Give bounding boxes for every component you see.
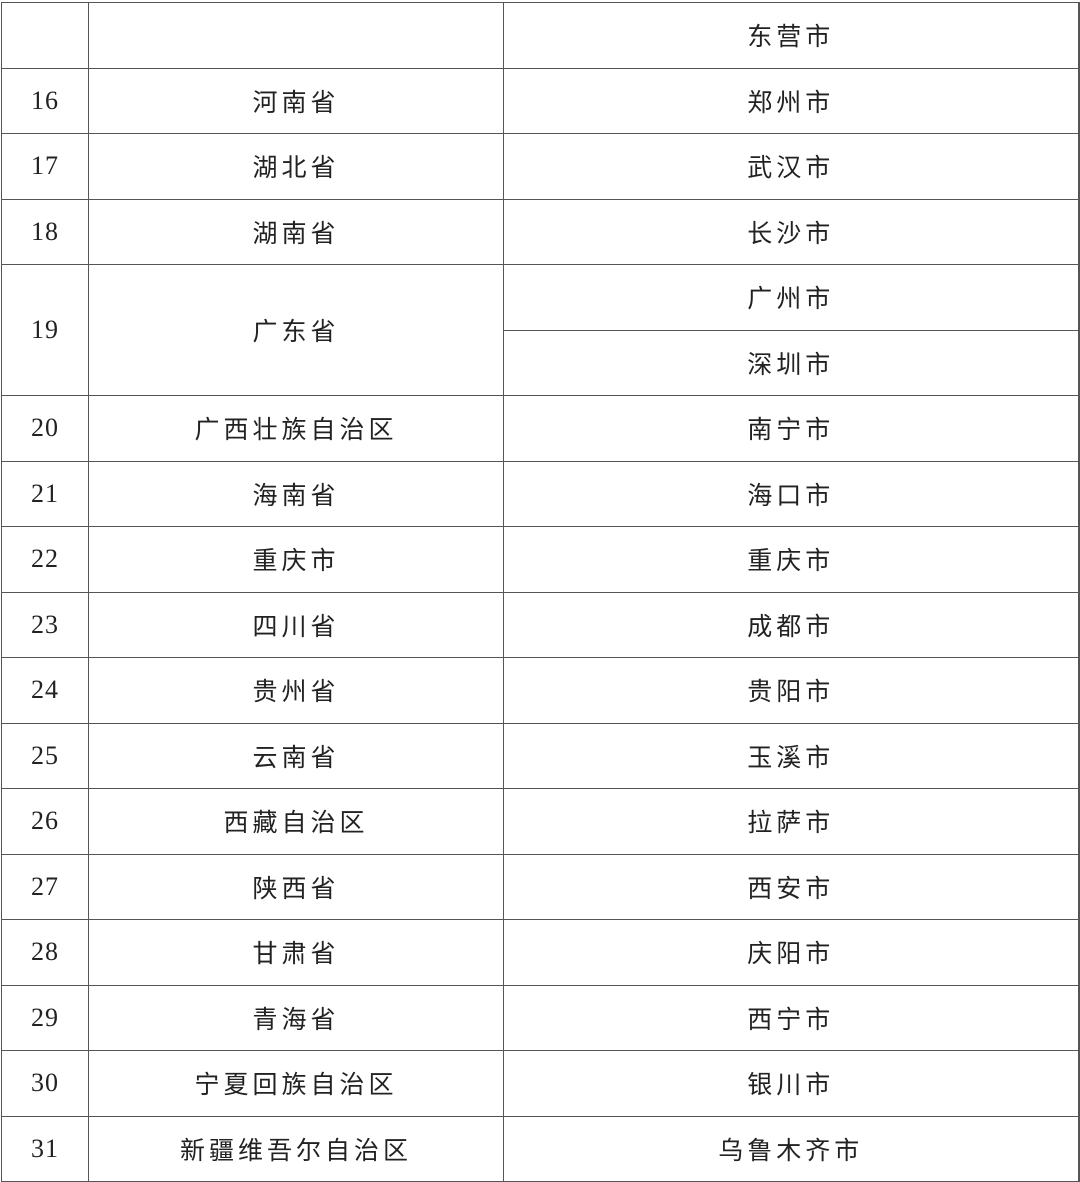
- table-row: 深圳市: [2, 329, 1079, 396]
- city-cell: 深圳市: [503, 329, 1079, 396]
- city-cell: 广州市: [503, 264, 1079, 331]
- table-row: 23 四川省 成都市: [1, 591, 1079, 658]
- table-row: 东营市: [1, 2, 1079, 69]
- city-cell: 东营市: [503, 2, 1079, 69]
- table-row: 19 广东省 广州市: [1, 264, 1079, 396]
- city-cell: 乌鲁木齐市: [503, 1115, 1079, 1182]
- city-cell: 拉萨市: [503, 788, 1079, 855]
- city-cell: 长沙市: [503, 198, 1079, 265]
- province-cell: 青海省: [88, 984, 504, 1051]
- city-cell: 成都市: [503, 591, 1079, 658]
- table-row: 17 湖北省 武汉市: [1, 133, 1079, 200]
- table-row: 21 海南省 海口市: [1, 460, 1079, 527]
- province-cell: 湖南省: [88, 198, 504, 265]
- row-number: 16: [1, 67, 89, 134]
- table-row: 24 贵州省 贵阳市: [1, 657, 1079, 724]
- city-cell: 武汉市: [503, 133, 1079, 200]
- row-number: 17: [1, 133, 89, 200]
- province-cell: 宁夏回族自治区: [88, 1050, 504, 1117]
- row-number: 18: [1, 198, 89, 265]
- province-cell: 四川省: [88, 591, 504, 658]
- row-number: 20: [1, 395, 89, 462]
- province-cell: 甘肃省: [88, 919, 504, 986]
- city-cell: 郑州市: [503, 67, 1079, 134]
- city-cell: 玉溪市: [503, 722, 1079, 789]
- city-cell: 南宁市: [503, 395, 1079, 462]
- province-cell: 贵州省: [88, 657, 504, 724]
- table-row: 25 云南省 玉溪市: [1, 722, 1079, 789]
- province-cell: 云南省: [88, 722, 504, 789]
- row-number: 26: [1, 788, 89, 855]
- province-cell: 海南省: [88, 460, 504, 527]
- city-cell: 重庆市: [503, 526, 1079, 593]
- row-number: 31: [1, 1115, 89, 1182]
- table-row: 31 新疆维吾尔自治区 乌鲁木齐市: [1, 1115, 1079, 1182]
- city-cell: 西安市: [503, 853, 1079, 920]
- row-number: 22: [1, 526, 89, 593]
- row-number: [1, 2, 89, 69]
- table-row: 20 广西壮族自治区 南宁市: [1, 395, 1079, 462]
- table-row: 29 青海省 西宁市: [1, 984, 1079, 1051]
- row-number: 25: [1, 722, 89, 789]
- row-number: 30: [1, 1050, 89, 1117]
- table-row: 26 西藏自治区 拉萨市: [1, 788, 1079, 855]
- row-number: 19: [1, 264, 89, 396]
- province-cell: [88, 2, 504, 69]
- row-number: 23: [1, 591, 89, 658]
- city-cell: 银川市: [503, 1050, 1079, 1117]
- table-row: 16 河南省 郑州市: [1, 67, 1079, 134]
- row-number: 24: [1, 657, 89, 724]
- province-cell: 湖北省: [88, 133, 504, 200]
- row-number: 21: [1, 460, 89, 527]
- table-row: 28 甘肃省 庆阳市: [1, 919, 1079, 986]
- province-cell: 新疆维吾尔自治区: [88, 1115, 504, 1182]
- table-row: 22 重庆市 重庆市: [1, 526, 1079, 593]
- row-number: 28: [1, 919, 89, 986]
- table-row: 18 湖南省 长沙市: [1, 198, 1079, 265]
- province-cell: 西藏自治区: [88, 788, 504, 855]
- province-cell: 重庆市: [88, 526, 504, 593]
- province-cell: 河南省: [88, 67, 504, 134]
- city-cell: 海口市: [503, 460, 1079, 527]
- row-number: 29: [1, 984, 89, 1051]
- province-cell: 广西壮族自治区: [88, 395, 504, 462]
- city-cell: 西宁市: [503, 984, 1079, 1051]
- city-cell: 庆阳市: [503, 919, 1079, 986]
- province-cell: 广东省: [88, 264, 504, 396]
- table-row: 27 陕西省 西安市: [1, 853, 1079, 920]
- city-cell: 贵阳市: [503, 657, 1079, 724]
- row-number: 27: [1, 853, 89, 920]
- province-cell: 陕西省: [88, 853, 504, 920]
- table-row: 30 宁夏回族自治区 银川市: [1, 1050, 1079, 1117]
